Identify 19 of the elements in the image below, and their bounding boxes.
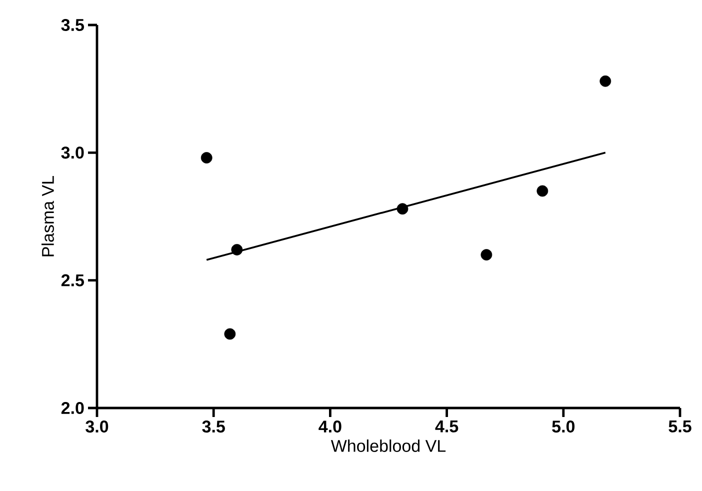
- y-tick-label: 3.5: [61, 18, 84, 32]
- x-tick-label: 5.0: [552, 420, 575, 433]
- x-tick-label: 3.5: [202, 420, 225, 433]
- point: [600, 75, 612, 87]
- x-tick-label: 3.0: [86, 420, 108, 433]
- x-tick-label: 5.5: [668, 420, 692, 432]
- y-tick-label: 3.0: [61, 146, 84, 159]
- point: [224, 328, 236, 340]
- y-tick-label: 2.5: [61, 274, 84, 286]
- x-tick-label: 4.5: [435, 420, 458, 432]
- point: [200, 152, 212, 164]
- x-axis-title: Wholeblood VL: [330, 439, 446, 452]
- x-tick-label: 4.0: [318, 420, 342, 433]
- point: [231, 244, 243, 256]
- point: [396, 203, 408, 215]
- y-axis-title: Plasma VL: [41, 176, 54, 256]
- y-tick-label: 2.0: [61, 402, 84, 414]
- point: [480, 249, 492, 260]
- point: [536, 185, 548, 197]
